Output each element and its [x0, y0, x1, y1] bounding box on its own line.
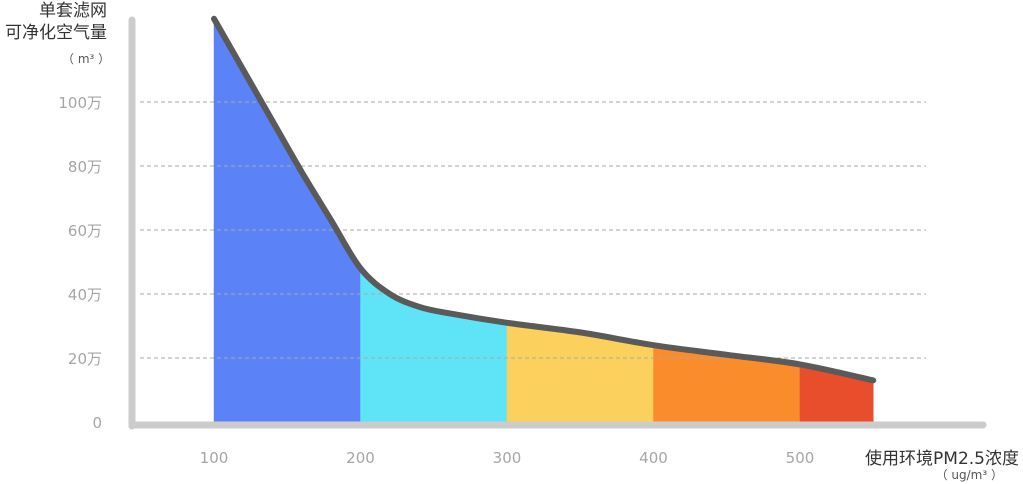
- y-tick-label: 20万: [68, 350, 102, 368]
- gridlines: [140, 101, 926, 359]
- capacity-curve-line: [211, 15, 877, 384]
- x-tick-label: 200: [346, 449, 375, 467]
- x-tick-label: 500: [786, 449, 815, 467]
- y-tick-label: 80万: [68, 158, 102, 176]
- x-axis-unit: （ ug/m³ ）: [935, 468, 1003, 482]
- y-tick-label: 40万: [68, 286, 102, 304]
- y-axis-title-line-2: 可净化空气量: [5, 23, 107, 43]
- y-tick-label: 60万: [68, 222, 102, 240]
- y-axis-title: 单套滤网 可净化空气量: [5, 0, 107, 44]
- x-axis-title: 使用环境PM2.5浓度: [865, 449, 1019, 469]
- x-tick-label: 400: [639, 449, 668, 467]
- y-tick-labels: 0 20万 40万 60万 80万 100万: [58, 94, 102, 432]
- x-tick-labels: 100 200 300 400 500: [200, 449, 815, 467]
- y-tick-label: 100万: [58, 94, 102, 112]
- axes: [128, 16, 987, 430]
- x-tick-label: 100: [200, 449, 229, 467]
- capacity-curve: [211, 15, 877, 384]
- y-axis-unit: （ m³ ）: [62, 52, 111, 66]
- y-tick-label: 0: [92, 414, 102, 432]
- y-axis-title-line-1: 单套滤网: [39, 1, 107, 21]
- band-3: [506, 322, 654, 423]
- x-tick-label: 300: [493, 449, 522, 467]
- color-bands: [213, 17, 874, 423]
- band-1: [213, 17, 361, 423]
